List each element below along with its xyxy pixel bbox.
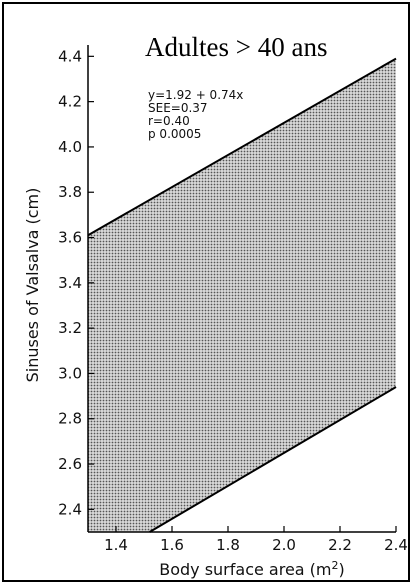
annotation-equation: y=1.92 + 0.74x: [148, 88, 243, 102]
y-axis: 2.4 2.6 2.8 3.0 3.2 3.4 3.6 3.8 4.0 4.2 4.4: [58, 45, 94, 532]
y-tick-label: 4.4: [58, 47, 82, 65]
x-axis-title: Body surface area (m2): [159, 559, 345, 580]
annotation-p: p 0.0005: [148, 127, 201, 141]
y-tick-label: 4.0: [58, 138, 82, 156]
chart-title: Adultes > 40 ans: [145, 32, 327, 62]
x-axis-title-superscript: 2: [332, 559, 339, 572]
y-tick-label: 2.8: [58, 410, 82, 428]
x-axis: 1.4 1.6 1.8 2.0 2.2 2.4: [88, 526, 408, 554]
y-axis-title: Sinuses of Valsalva (cm): [23, 188, 42, 383]
x-tick-label: 1.6: [160, 536, 184, 554]
y-tick-label: 4.2: [58, 93, 82, 111]
y-tick-label: 3.6: [58, 229, 82, 247]
y-tick-label: 3.0: [58, 364, 82, 382]
x-tick-label: 1.4: [104, 536, 128, 554]
y-tick-label: 3.4: [58, 274, 82, 292]
figure-frame: [2, 2, 410, 582]
y-tick-label: 3.2: [58, 319, 82, 337]
x-axis-title-main: Body surface area (m: [159, 560, 331, 579]
x-tick-label: 2.4: [384, 536, 408, 554]
band-upper-line: [87, 57, 397, 237]
band-lower-line: [149, 386, 397, 533]
x-tick-label: 2.2: [328, 536, 352, 554]
confidence-band: [88, 58, 396, 532]
y-tick-label: 2.4: [58, 500, 82, 518]
y-tick-label: 3.8: [58, 183, 82, 201]
x-tick-label: 1.8: [216, 536, 240, 554]
x-tick-label: 2.0: [272, 536, 296, 554]
plot-area: [87, 57, 397, 533]
annotation-block: y=1.92 + 0.74x SEE=0.37 r=0.40 p 0.0005: [148, 88, 243, 141]
x-axis-title-close: ): [339, 560, 345, 579]
annotation-see: SEE=0.37: [148, 101, 208, 115]
annotation-r: r=0.40: [148, 114, 190, 128]
y-tick-label: 2.6: [58, 455, 82, 473]
